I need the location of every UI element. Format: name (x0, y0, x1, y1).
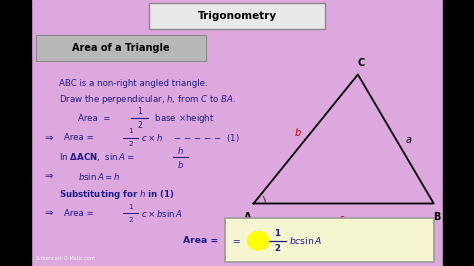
Text: 2: 2 (128, 141, 133, 147)
Text: 1: 1 (128, 128, 133, 134)
Text: $b$: $b$ (177, 159, 183, 170)
Text: 2: 2 (274, 244, 280, 253)
Text: Area of a Triangle: Area of a Triangle (72, 43, 170, 53)
FancyBboxPatch shape (149, 3, 325, 29)
Text: $bc\sin A$: $bc\sin A$ (289, 235, 322, 246)
Text: 1: 1 (128, 204, 133, 210)
Text: $c \times h$: $c \times h$ (141, 132, 163, 143)
FancyBboxPatch shape (225, 218, 434, 262)
Ellipse shape (248, 231, 269, 250)
Text: Area  =: Area = (78, 114, 111, 123)
Text: $\Rightarrow$: $\Rightarrow$ (43, 208, 55, 218)
Text: $c \times b \sin A$: $c \times b \sin A$ (141, 208, 182, 219)
Text: base $\times$height: base $\times$height (152, 112, 214, 125)
Text: Area =: Area = (183, 236, 218, 245)
Text: C: C (357, 57, 365, 68)
Text: 1: 1 (137, 107, 142, 116)
Text: A: A (244, 212, 251, 222)
Text: 1: 1 (274, 229, 280, 238)
Text: 2: 2 (128, 217, 133, 223)
FancyBboxPatch shape (36, 35, 206, 61)
Text: Trigonometry: Trigonometry (198, 11, 276, 21)
Text: $\Rightarrow$: $\Rightarrow$ (43, 171, 55, 181)
Text: Area =: Area = (64, 133, 94, 142)
Text: Substituting for $h$ in (1): Substituting for $h$ in (1) (59, 188, 175, 201)
Text: In $\mathbf{\Delta ACN}$,  $\sin A =$: In $\mathbf{\Delta ACN}$, $\sin A =$ (59, 151, 135, 164)
Text: $a$: $a$ (405, 135, 412, 145)
Text: $b$: $b$ (294, 126, 301, 138)
Text: Screencast-O-Matic.com: Screencast-O-Matic.com (36, 256, 95, 260)
Text: Draw the perpendicular, $h$, from $C$ to $BA$.: Draw the perpendicular, $h$, from $C$ to… (59, 93, 237, 106)
Text: $c$: $c$ (337, 214, 345, 225)
Text: 2: 2 (137, 120, 142, 130)
Text: Area =: Area = (64, 209, 94, 218)
Text: $b \sin A = h$: $b \sin A = h$ (78, 171, 121, 182)
Text: $\Rightarrow$: $\Rightarrow$ (43, 133, 55, 143)
Text: $h$: $h$ (177, 145, 183, 156)
Text: B: B (433, 212, 441, 222)
Text: ABC is a non-right angled triangle.: ABC is a non-right angled triangle. (59, 79, 208, 88)
Text: $-$ $-$ $-$ $-$ $-$  (1): $-$ $-$ $-$ $-$ $-$ (1) (171, 132, 239, 144)
Text: $=$: $=$ (231, 236, 241, 245)
